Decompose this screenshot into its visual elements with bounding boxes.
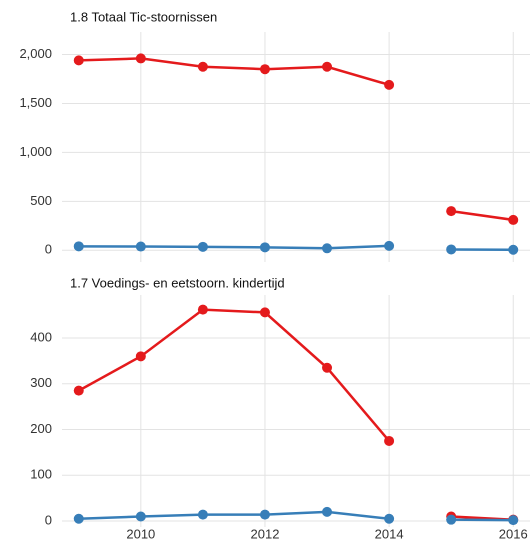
data-point [135, 351, 146, 362]
y-tick-label: 400 [30, 329, 52, 344]
data-point [259, 509, 270, 520]
series-line [78, 308, 391, 442]
data-point [384, 435, 395, 446]
y-tick-label: 1,000 [19, 144, 52, 159]
data-point [197, 241, 208, 252]
chart-title: 1.7 Voedings- en eetstoorn. kindertijd [70, 275, 285, 290]
y-tick-label: 200 [30, 421, 52, 436]
data-point [508, 244, 519, 255]
chart-title: 1.8 Totaal Tic-stoornissen [70, 9, 217, 24]
data-point [73, 55, 84, 66]
data-point [508, 214, 519, 225]
data-point [322, 61, 333, 72]
series-line [78, 57, 390, 87]
data-point [508, 515, 519, 526]
y-tick-label: 0 [45, 512, 52, 527]
data-point [73, 241, 84, 252]
y-tick-label: 0 [45, 242, 52, 257]
y-tick-label: 1,500 [19, 95, 52, 110]
data-point [197, 61, 208, 72]
data-point [135, 53, 146, 64]
data-point [259, 307, 270, 318]
y-tick-label: 100 [30, 467, 52, 482]
y-tick-label: 300 [30, 375, 52, 390]
data-point [446, 244, 457, 255]
data-point [197, 509, 208, 520]
series-line [78, 510, 390, 521]
data-point [259, 242, 270, 253]
data-point [322, 362, 333, 373]
x-tick-label: 2016 [499, 526, 528, 541]
data-point [135, 511, 146, 522]
series-line [450, 209, 514, 222]
x-tick-label: 2012 [251, 526, 280, 541]
data-point [259, 64, 270, 75]
y-tick-label: 2,000 [19, 46, 52, 61]
data-point [384, 79, 395, 90]
data-point [446, 514, 457, 525]
data-point [384, 240, 395, 251]
data-point [446, 206, 457, 217]
data-point [384, 513, 395, 524]
data-point [135, 241, 146, 252]
data-point [73, 385, 84, 396]
x-tick-label: 2014 [375, 526, 404, 541]
series-line [78, 244, 390, 250]
y-tick-label: 500 [30, 193, 52, 208]
data-point [322, 506, 333, 517]
data-point [197, 304, 208, 315]
data-point [73, 513, 84, 524]
data-point [322, 243, 333, 254]
x-tick-label: 2010 [126, 526, 155, 541]
